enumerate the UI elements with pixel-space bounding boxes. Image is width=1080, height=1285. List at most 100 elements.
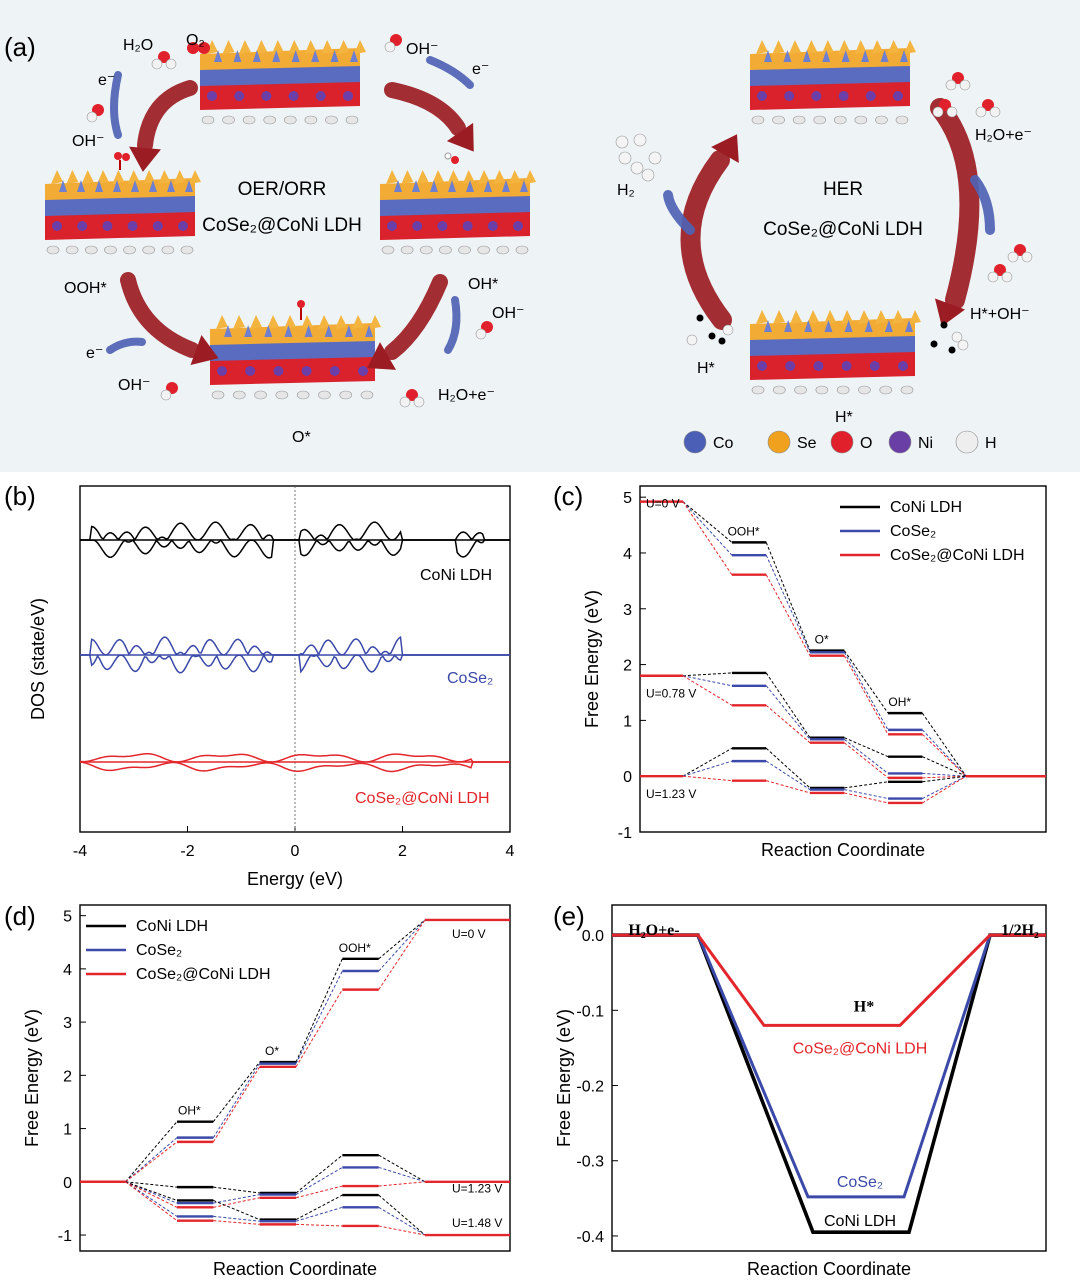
h-atom bbox=[875, 115, 888, 125]
se-spike bbox=[97, 170, 109, 184]
co-spike bbox=[502, 180, 510, 192]
h-atom bbox=[201, 115, 215, 125]
panel-d-label: (d) bbox=[4, 901, 36, 931]
connector bbox=[295, 1206, 343, 1222]
species-e-2: e⁻ bbox=[472, 61, 489, 78]
ni-atom bbox=[329, 366, 340, 376]
se-spike bbox=[871, 40, 884, 54]
dos-curve-composite-up bbox=[79, 753, 510, 763]
connector bbox=[682, 501, 733, 556]
slab-right bbox=[380, 170, 536, 255]
her-path-conildh bbox=[612, 933, 1046, 1234]
h-dot bbox=[948, 346, 956, 354]
h bbox=[160, 389, 172, 401]
legend-atom-se bbox=[767, 430, 791, 454]
her-label-composite: CoSe₂@CoNi LDH bbox=[793, 1040, 928, 1057]
se-spike bbox=[337, 40, 350, 54]
connector bbox=[682, 672, 732, 677]
y-tick-label: 5 bbox=[623, 490, 632, 507]
connector bbox=[213, 1186, 260, 1194]
h-atom bbox=[283, 115, 297, 125]
h bbox=[959, 79, 971, 91]
h-atom bbox=[123, 245, 136, 255]
species-oh-1: OH⁻ bbox=[72, 133, 104, 150]
h-atom bbox=[439, 245, 452, 255]
se-spike bbox=[756, 40, 768, 54]
h-atom bbox=[232, 390, 246, 400]
x-tick-label: -2 bbox=[180, 843, 194, 860]
connector bbox=[213, 1194, 260, 1204]
se-spike bbox=[790, 310, 802, 324]
h-atom bbox=[65, 245, 79, 255]
se-spike bbox=[788, 40, 801, 54]
ni-atom bbox=[234, 91, 245, 101]
connector bbox=[125, 1181, 178, 1201]
ni-atom bbox=[343, 91, 353, 101]
arrow-head bbox=[129, 146, 161, 172]
o bbox=[982, 99, 994, 111]
ni-atom bbox=[358, 366, 368, 376]
ni-atom bbox=[52, 221, 62, 231]
se-spike bbox=[143, 170, 155, 184]
species-ooh-star: OOH* bbox=[64, 280, 107, 297]
h-atom bbox=[772, 115, 785, 125]
ni-atom bbox=[838, 91, 849, 101]
potential-label: U=0 V bbox=[646, 497, 680, 511]
h bbox=[932, 106, 944, 118]
arrow-her-blue-2 bbox=[663, 190, 695, 235]
h bbox=[946, 106, 958, 118]
co-spike bbox=[802, 50, 811, 62]
o bbox=[952, 72, 964, 84]
se-spike bbox=[807, 310, 819, 324]
connector bbox=[765, 672, 811, 738]
connector bbox=[682, 675, 732, 687]
h-atom bbox=[879, 385, 893, 395]
se-spike bbox=[267, 315, 279, 329]
co-spike bbox=[784, 320, 793, 332]
se-spike bbox=[304, 40, 317, 54]
se-spike bbox=[824, 310, 836, 324]
arrow-her-1-head bbox=[934, 298, 966, 327]
y-tick-label: 0.0 bbox=[582, 928, 604, 945]
connector bbox=[125, 1137, 178, 1183]
connector bbox=[378, 919, 426, 990]
arrow-orr-2 bbox=[384, 82, 466, 136]
arrow-orr-3-head bbox=[367, 342, 396, 370]
connector bbox=[922, 775, 967, 804]
h-atom bbox=[900, 385, 914, 395]
o2-a bbox=[187, 42, 199, 54]
connector bbox=[922, 775, 967, 799]
h2-ball bbox=[630, 161, 644, 175]
se-spike bbox=[773, 310, 785, 324]
h2-ball bbox=[615, 135, 629, 149]
h2-ball bbox=[618, 151, 632, 165]
y-axis-label: Free Energy (eV) bbox=[554, 1009, 574, 1147]
h bbox=[86, 111, 98, 123]
ni-atom bbox=[898, 361, 908, 371]
x-tick-label: 0 bbox=[291, 843, 300, 860]
o bbox=[939, 99, 951, 111]
co-spike bbox=[311, 50, 320, 62]
se-spike bbox=[838, 40, 851, 54]
connector bbox=[212, 1061, 261, 1122]
oh-o bbox=[451, 156, 459, 164]
connector bbox=[378, 1225, 426, 1236]
connector bbox=[765, 747, 811, 789]
x-axis-label: Reaction Coordinate bbox=[213, 1259, 377, 1279]
co-spike bbox=[344, 325, 353, 337]
h-ball bbox=[951, 331, 963, 343]
connector bbox=[844, 738, 889, 774]
state-label: O* bbox=[265, 1044, 279, 1058]
oh-1 bbox=[86, 104, 104, 123]
legend-atom-o bbox=[830, 430, 854, 454]
ni-atom bbox=[785, 361, 796, 371]
oh-2 bbox=[384, 34, 402, 53]
y-tick-label: 2 bbox=[623, 658, 632, 675]
dos-curve-composite-down bbox=[79, 761, 510, 773]
ni-atom bbox=[487, 221, 498, 231]
h-atom bbox=[813, 115, 827, 125]
co-spike bbox=[841, 50, 850, 62]
co-spike bbox=[291, 50, 300, 62]
co-spike bbox=[185, 180, 193, 192]
legend-label-co: Co bbox=[713, 435, 734, 452]
